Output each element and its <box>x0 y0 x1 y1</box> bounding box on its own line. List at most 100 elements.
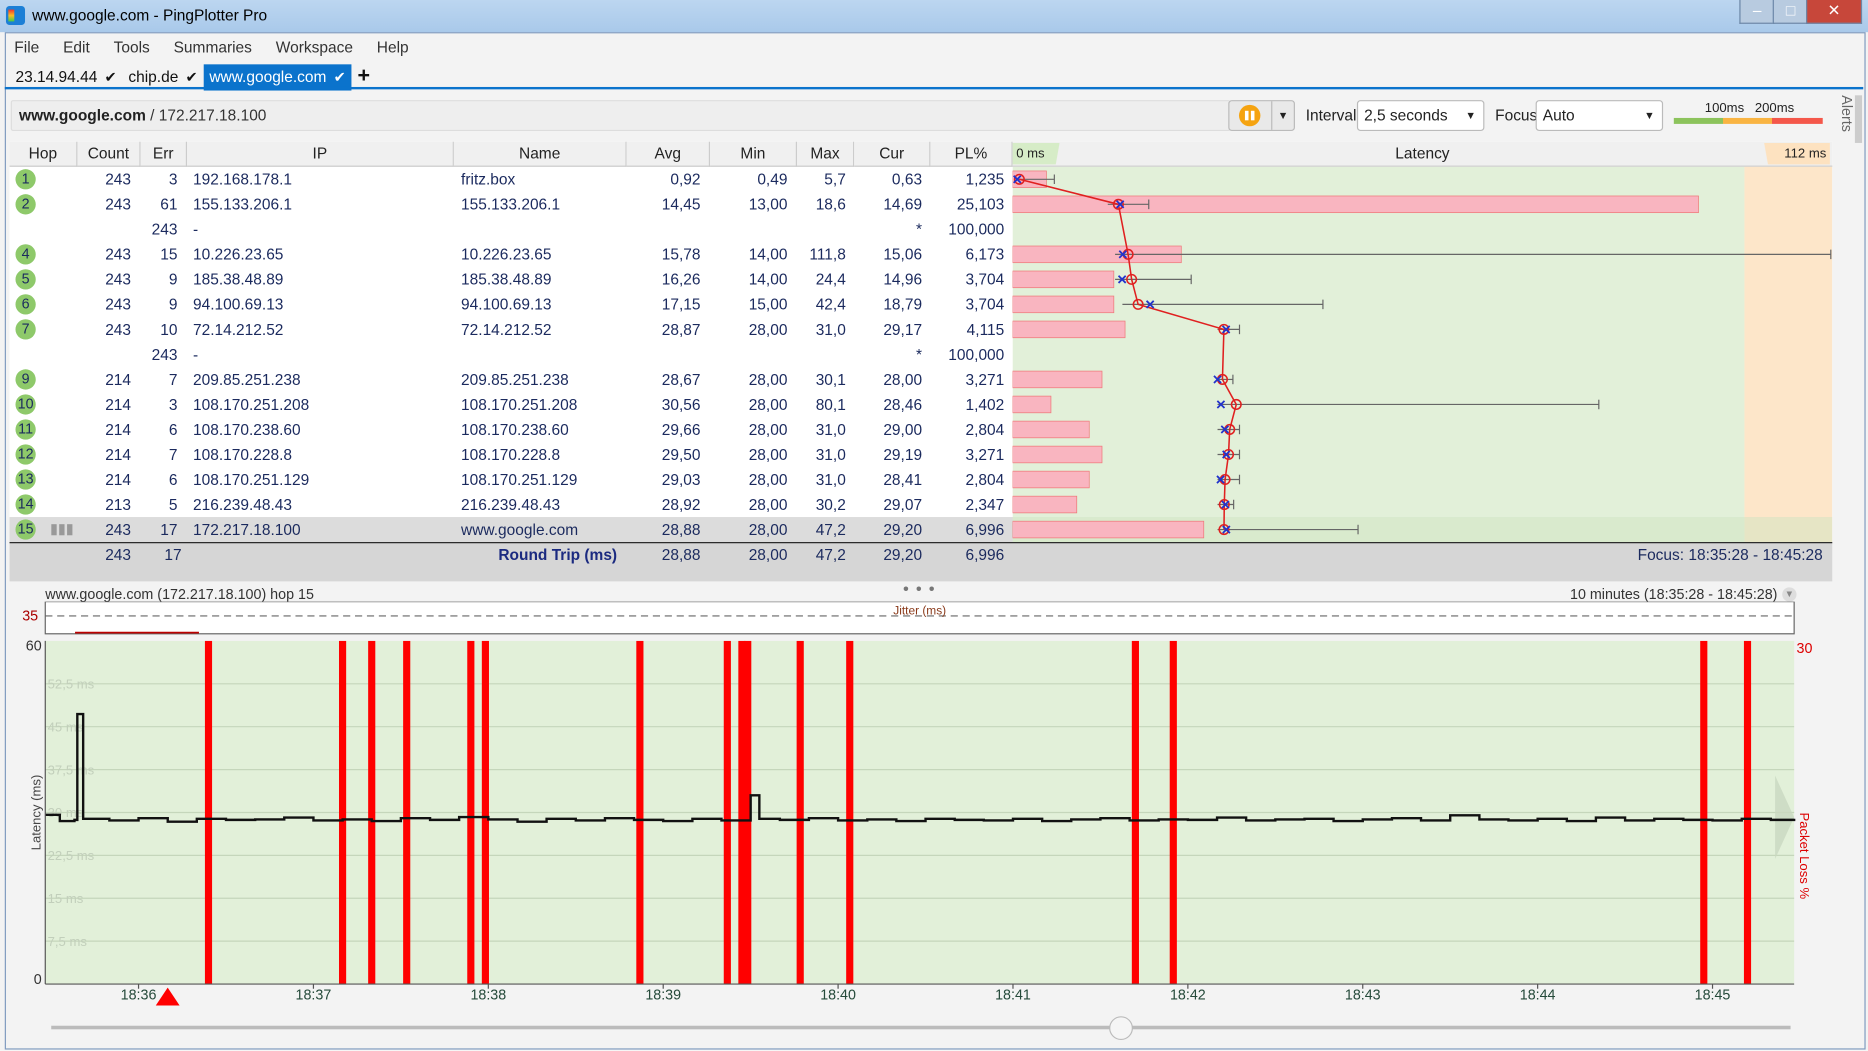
current-marker <box>1222 450 1231 459</box>
pause-icon <box>1238 104 1261 127</box>
interval-select[interactable]: 2,5 seconds ▼ <box>1356 100 1485 132</box>
hop-row[interactable]: 1 243 3 192.168.178.1 fritz.box 0,92 0,49 5,7 0,… <box>10 167 1013 192</box>
column-header-pl[interactable]: PL% <box>930 141 1013 167</box>
menu-help[interactable]: Help <box>376 38 409 56</box>
graph-title: Latency <box>1395 144 1450 163</box>
menu-edit[interactable]: Edit <box>63 38 90 56</box>
count: 214 <box>105 420 132 439</box>
hop-row[interactable]: 7 243 10 72.14.212.52 72.14.212.52 28,87 28,00… <box>10 317 1013 342</box>
max: 18,6 <box>815 195 846 214</box>
hop-row[interactable]: 10 214 3 108.170.251.208 108.170.251.208 30,5… <box>10 392 1013 417</box>
focus-select[interactable]: Auto ▼ <box>1535 100 1664 132</box>
pause-dropdown-arrow-icon[interactable]: ▼ <box>1271 101 1294 130</box>
err: 15 <box>160 245 178 264</box>
hop-number-badge: 9 <box>15 369 36 390</box>
count: 213 <box>105 495 132 514</box>
column-header-ip[interactable]: IP <box>187 141 454 167</box>
scroll-right-arrow-icon[interactable] <box>1775 775 1795 859</box>
avg: 28,67 <box>661 370 701 389</box>
minimize-button[interactable]: – <box>1739 0 1776 24</box>
cur: 29,00 <box>883 420 923 439</box>
time-scrollbar-thumb[interactable] <box>1109 1016 1133 1041</box>
add-tab-button[interactable]: + <box>357 63 371 87</box>
time-range-label: 10 minutes (18:35:28 - 18:45:28) <box>1570 586 1778 603</box>
hop-row[interactable]: 14 213 5 216.239.48.43 216.239.48.43 28,92 28,… <box>10 492 1013 517</box>
timeline-chart: 35 Jitter (ms) 52,5 ms 45 ms 37,5 ms 30 ms 22,… <box>22 601 1812 1006</box>
err: 17 <box>160 520 178 539</box>
packet-loss-bar <box>1012 445 1103 464</box>
name: 209.85.251.238 <box>461 370 569 389</box>
cur: 18,79 <box>883 295 923 314</box>
menu-workspace[interactable]: Workspace <box>275 38 353 56</box>
hop-row[interactable]: 15 ▮▮▮ 243 17 172.217.18.100 www.google.com 28… <box>9 517 1014 543</box>
side-scrollbar[interactable] <box>1854 95 1863 143</box>
tab-23-14-94-44[interactable]: 23.14.94.44 ✔ <box>10 64 123 90</box>
splitter-handle[interactable]: • • • <box>903 578 936 599</box>
column-header-name[interactable]: Name <box>453 141 627 167</box>
hop-row[interactable]: 12 214 7 108.170.228.8 108.170.228.8 29,50 28,… <box>10 442 1013 467</box>
ip: - <box>192 345 199 364</box>
min: 14,00 <box>748 245 788 264</box>
hop-row[interactable]: 6 243 9 94.100.69.13 94.100.69.13 17,15 15,00 4… <box>10 292 1013 317</box>
packet-loss-bar <box>1743 640 1752 985</box>
column-header-cur[interactable]: Cur <box>854 141 931 167</box>
column-header-err[interactable]: Err <box>140 141 188 167</box>
max: 47,2 <box>815 520 846 539</box>
tab-www-google-com[interactable]: www.google.com ✔ <box>203 64 352 91</box>
cur: 29,17 <box>883 320 923 339</box>
hop-row[interactable]: 2 243 61 155.133.206.1 155.133.206.1 14,45 13,… <box>10 192 1013 217</box>
tab-label: chip.de <box>128 67 179 86</box>
ip: 216.239.48.43 <box>192 495 293 514</box>
x-tick-label: 18:43 <box>1345 988 1381 1004</box>
packet-loss-bar <box>1700 640 1708 985</box>
min: 28,00 <box>748 420 788 439</box>
alerts-side-tab[interactable]: Alerts <box>1838 95 1855 132</box>
focus-marker-icon[interactable] <box>155 987 180 1006</box>
cur: 14,96 <box>883 270 923 289</box>
x-tick-label: 18:39 <box>645 988 681 1004</box>
summary-avg: 28,88 <box>661 545 701 564</box>
time-scrollbar-track[interactable] <box>51 1025 1791 1030</box>
x-tick-label: 18:45 <box>1695 988 1731 1004</box>
err: 243 <box>151 345 178 364</box>
column-header-count[interactable]: Count <box>77 141 141 167</box>
count: 214 <box>105 395 132 414</box>
hop-row[interactable]: 243- * 100,000 <box>10 342 1013 367</box>
hop-row[interactable]: 5 243 9 185.38.48.89 185.38.48.89 16,26 14,00 2… <box>10 267 1013 292</box>
avg: 0,92 <box>670 170 701 189</box>
hop-row[interactable]: 243- * 100,000 <box>10 217 1013 242</box>
avg: 29,50 <box>661 445 701 464</box>
menu-summaries[interactable]: Summaries <box>173 38 252 56</box>
hop-row[interactable]: 4 243 15 10.226.23.65 10.226.23.65 15,78 14,00… <box>10 242 1013 267</box>
name: 155.133.206.1 <box>461 195 561 214</box>
ip: 155.133.206.1 <box>192 195 293 214</box>
tab-chip-de[interactable]: chip.de ✔ <box>122 64 203 90</box>
summary-min: 28,00 <box>748 545 788 564</box>
hop-row[interactable]: 11 214 6 108.170.238.60 108.170.238.60 29,66 2… <box>10 417 1013 442</box>
column-header-max[interactable]: Max <box>796 141 855 167</box>
menu-tools[interactable]: Tools <box>113 38 150 56</box>
hop-number-badge: 1 <box>15 169 36 190</box>
column-header-avg[interactable]: Avg <box>626 141 711 167</box>
maximize-button[interactable]: □ <box>1772 0 1809 24</box>
packet-loss-bar <box>723 640 731 985</box>
time-range-chevron-icon[interactable]: ▼ <box>1782 587 1797 602</box>
err: 3 <box>168 395 178 414</box>
name: 216.239.48.43 <box>461 495 561 514</box>
max: 31,0 <box>815 420 846 439</box>
column-header-min[interactable]: Min <box>710 141 797 167</box>
x-tick-label: 18:38 <box>470 988 506 1004</box>
ip: 108.170.238.60 <box>192 420 301 439</box>
pause-button[interactable]: ▼ <box>1228 100 1295 132</box>
hop-row[interactable]: 13 214 6 108.170.251.129 108.170.251.129 29,0… <box>10 467 1013 492</box>
ip: 172.217.18.100 <box>192 520 301 539</box>
packet-loss-bar <box>467 640 475 985</box>
count: 243 <box>105 520 132 539</box>
hop-row[interactable]: 9 214 7 209.85.251.238 209.85.251.238 28,67 28… <box>10 367 1013 392</box>
menu-file[interactable]: File <box>14 38 40 56</box>
avg: 17,15 <box>661 295 701 314</box>
min: 28,00 <box>748 320 788 339</box>
column-header-hop[interactable]: Hop <box>9 141 78 167</box>
close-button[interactable]: ✕ <box>1806 0 1863 24</box>
bar-chart-icon[interactable]: ▮▮▮ <box>50 520 74 538</box>
